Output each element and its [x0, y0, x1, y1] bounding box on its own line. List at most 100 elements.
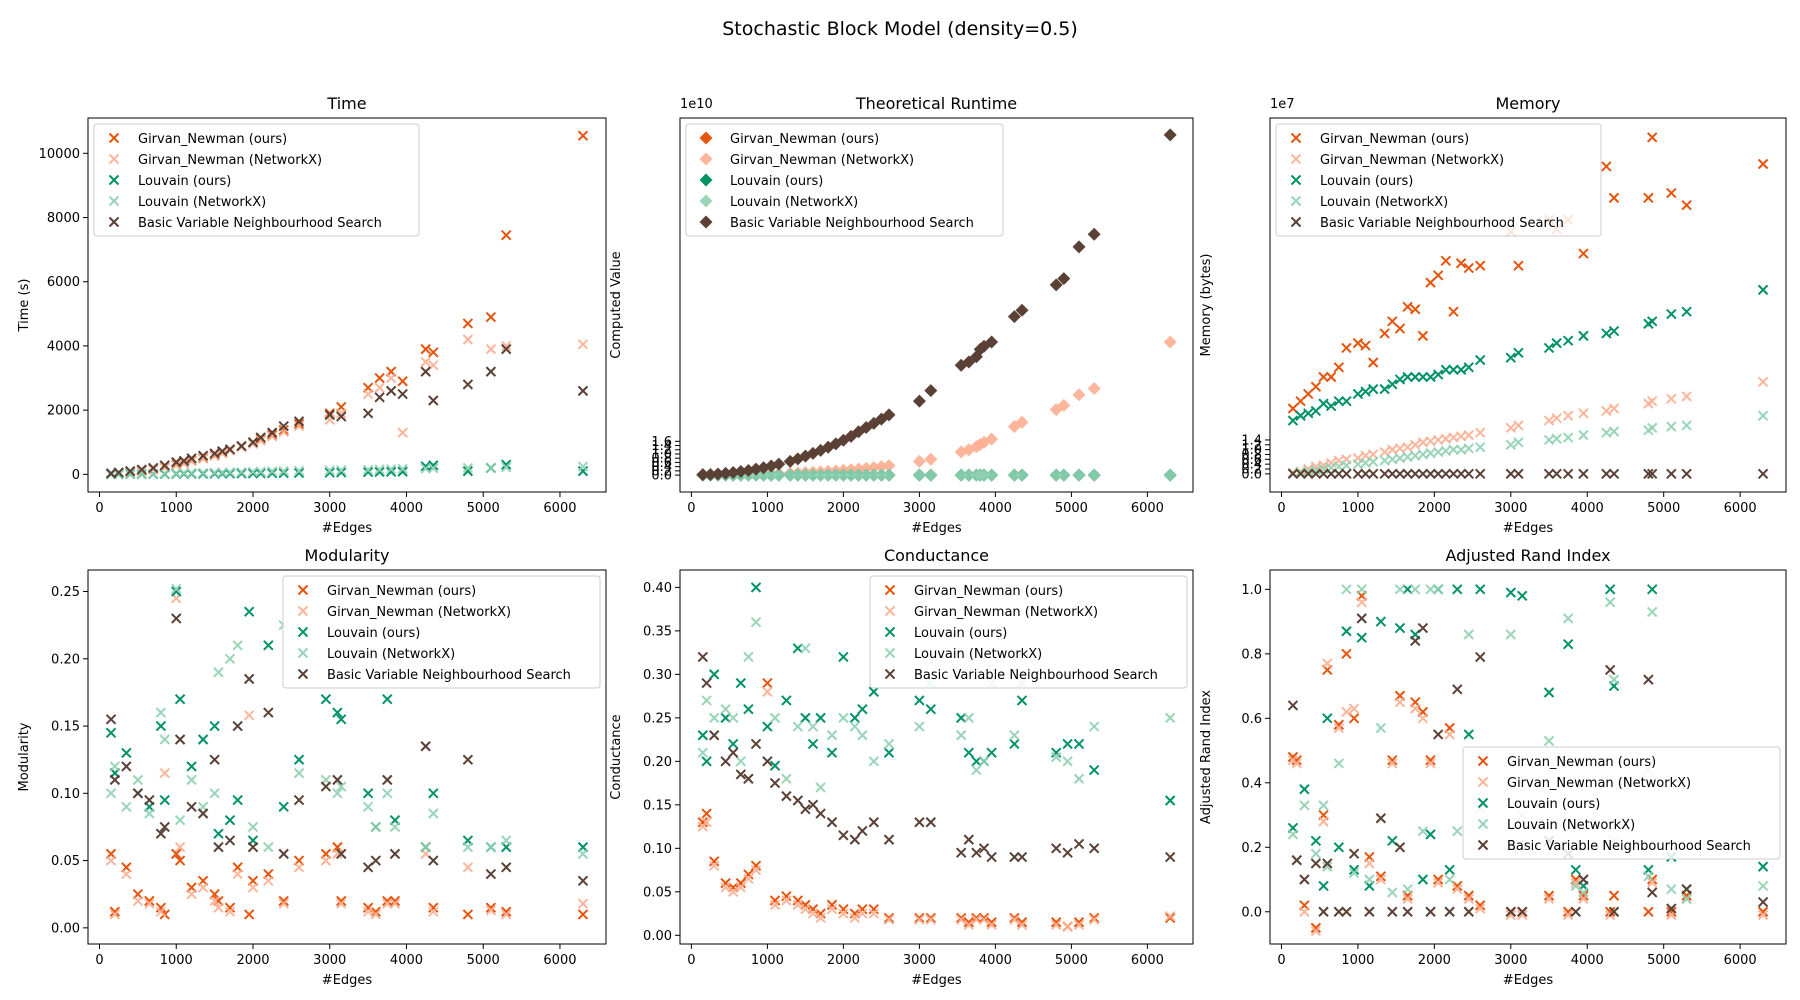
- data-point: [382, 693, 393, 705]
- legend-marker: [884, 605, 896, 617]
- data-point: [186, 801, 197, 812]
- y-tick-label: 1.2: [1241, 438, 1262, 453]
- data-point: [1073, 738, 1085, 750]
- data-point: [912, 394, 926, 408]
- data-point: [1604, 664, 1616, 676]
- data-point: [1299, 784, 1310, 795]
- data-point: [1578, 330, 1589, 342]
- data-point: [924, 468, 938, 482]
- data-point: [1348, 703, 1360, 714]
- data-point: [397, 376, 408, 387]
- data-point: [1402, 301, 1413, 313]
- data-point: [1463, 906, 1474, 917]
- data-point: [159, 767, 170, 779]
- x-tick-label: 1000: [751, 953, 784, 968]
- data-point: [883, 914, 895, 925]
- data-point: [1543, 890, 1555, 901]
- data-point: [826, 747, 838, 758]
- y-tick-label: 0.25: [643, 711, 672, 726]
- data-point: [1410, 439, 1421, 451]
- data-point: [750, 864, 762, 876]
- data-point: [1432, 874, 1444, 885]
- data-point: [735, 877, 747, 889]
- data-point: [1410, 371, 1421, 383]
- chart-title: Time: [326, 94, 366, 113]
- data-point: [332, 774, 343, 786]
- legend-marker: [1290, 195, 1302, 207]
- data-point: [1551, 468, 1562, 480]
- data-point: [1333, 719, 1345, 730]
- data-point: [743, 773, 754, 784]
- data-point: [750, 616, 762, 628]
- data-point: [266, 427, 278, 438]
- data-point: [336, 781, 347, 792]
- data-point: [1562, 432, 1574, 443]
- data-point: [293, 467, 305, 479]
- data-point: [144, 895, 155, 907]
- data-point: [849, 721, 861, 732]
- data-point: [955, 914, 967, 925]
- data-point: [925, 817, 937, 828]
- data-point: [148, 464, 159, 475]
- data-point: [1016, 919, 1028, 931]
- data-point: [155, 906, 167, 917]
- data-point: [1475, 354, 1486, 366]
- y-tick-label: 1.2: [651, 443, 672, 458]
- data-point: [701, 756, 712, 767]
- data-point: [485, 343, 497, 355]
- data-point: [1562, 906, 1574, 917]
- data-point: [1517, 590, 1528, 602]
- data-point: [159, 794, 170, 806]
- data-point: [1666, 903, 1677, 914]
- data-point: [1425, 906, 1436, 917]
- data-point: [197, 453, 209, 464]
- legend-label: Girvan_Newman (NetworkX): [914, 605, 1098, 620]
- data-point: [807, 908, 819, 919]
- data-point: [382, 895, 393, 907]
- data-point: [1757, 906, 1769, 917]
- data-point: [293, 767, 305, 779]
- data-point: [209, 754, 220, 765]
- data-point: [1087, 227, 1101, 241]
- data-point: [1432, 877, 1444, 888]
- data-point: [1578, 429, 1589, 441]
- data-point: [1009, 851, 1020, 863]
- data-point: [807, 738, 819, 750]
- data-point: [397, 466, 408, 477]
- y-tick-label: 0.8: [1241, 448, 1262, 463]
- legend-box: [282, 575, 601, 689]
- data-point: [232, 868, 243, 880]
- y-tick-label: 0: [72, 468, 80, 483]
- axes-frame: [87, 117, 607, 493]
- x-tick-label: 3000: [1494, 953, 1527, 968]
- data-point: [382, 898, 393, 909]
- y-tick-label: 0.0: [1241, 905, 1262, 920]
- data-point: [577, 909, 589, 920]
- data-point: [1062, 921, 1073, 932]
- data-point: [857, 730, 868, 741]
- data-point: [1394, 622, 1406, 634]
- data-point: [428, 347, 439, 358]
- data-point: [213, 828, 224, 839]
- data-point: [1463, 468, 1474, 480]
- data-point: [362, 466, 374, 478]
- data-point: [798, 468, 812, 482]
- data-point: [385, 372, 397, 384]
- data-point: [1543, 735, 1555, 747]
- data-point: [209, 467, 220, 478]
- y-tick-label: 0.4: [651, 460, 672, 475]
- data-point: [857, 703, 868, 715]
- legend: Girvan_Newman (ours) Girvan_Newman (Netwo…: [93, 123, 420, 237]
- data-point: [720, 756, 731, 767]
- data-point: [1505, 587, 1517, 598]
- data-point: [389, 895, 401, 907]
- data-point: [1578, 468, 1589, 480]
- data-point: [1164, 912, 1176, 924]
- data-point: [986, 747, 997, 758]
- data-point: [374, 382, 385, 393]
- data-point: [1402, 442, 1413, 453]
- data-point: [263, 640, 274, 651]
- data-point: [247, 882, 259, 893]
- data-point: [963, 917, 975, 928]
- data-point: [247, 821, 259, 833]
